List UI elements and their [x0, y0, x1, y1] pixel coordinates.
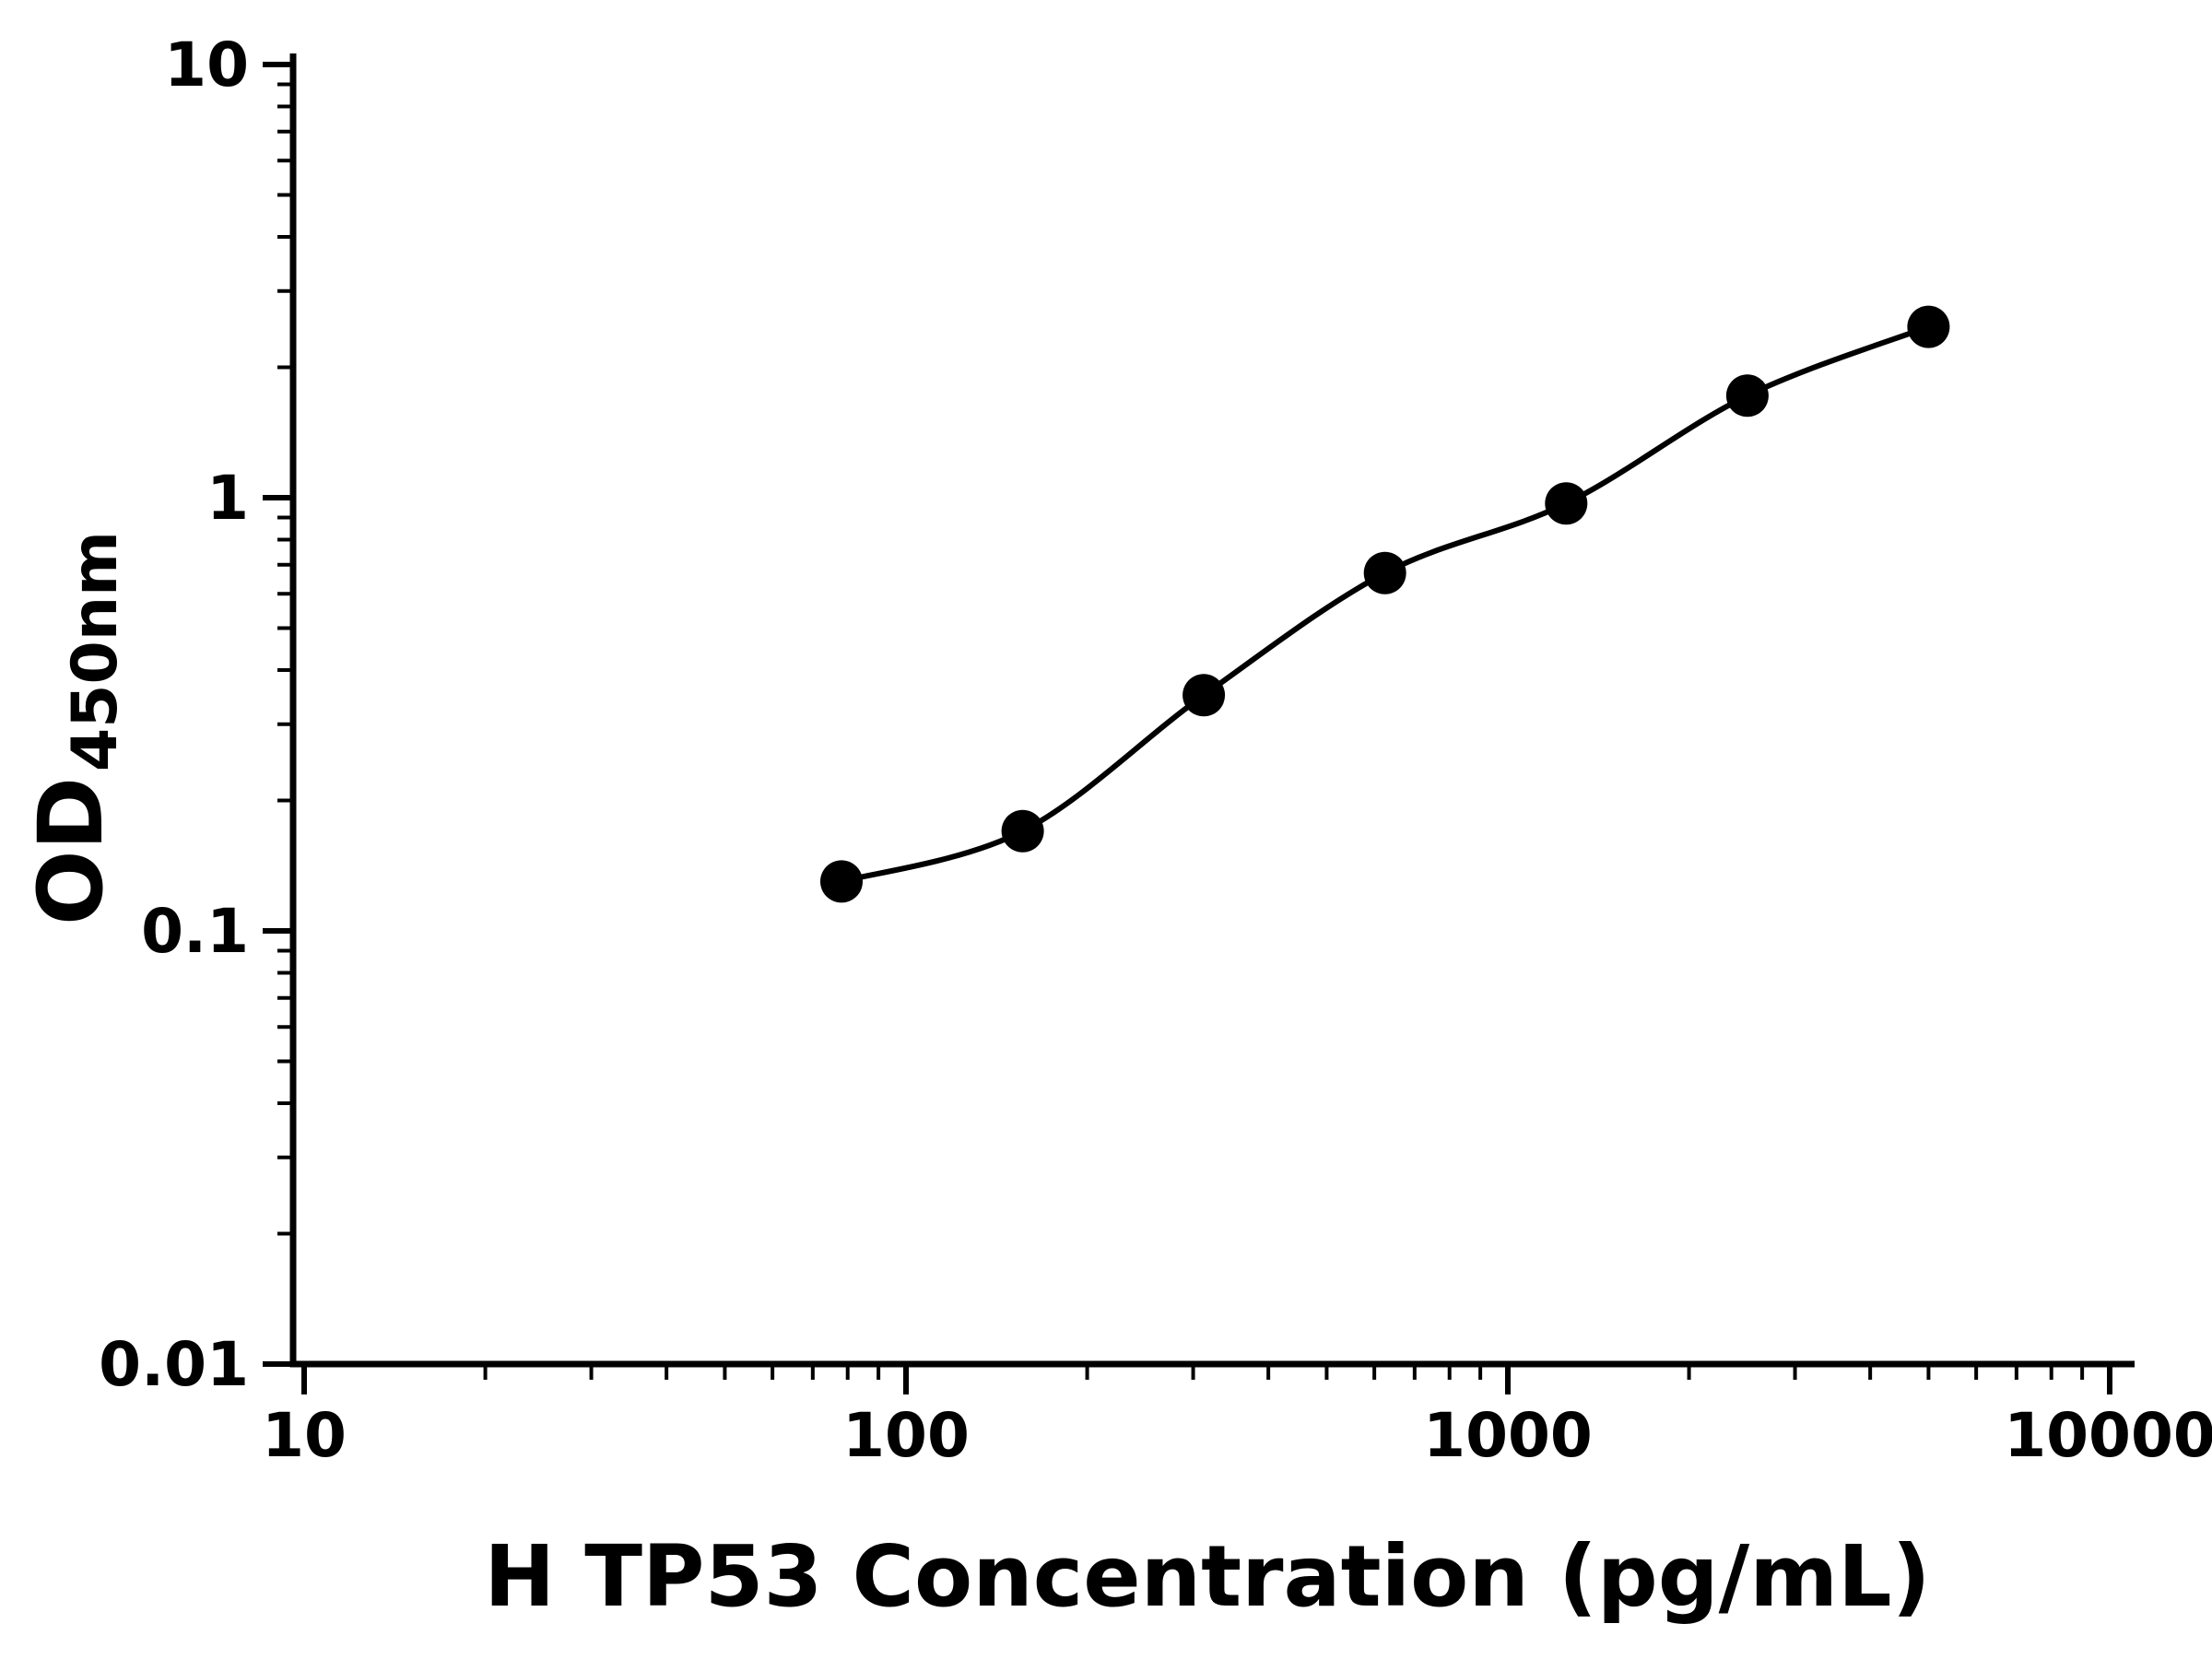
x-axis-title: H TP53 Concentration (pg/mL): [484, 1527, 1930, 1626]
data-point-marker: [1001, 809, 1044, 853]
data-point-marker: [1725, 374, 1769, 418]
y-tick-label: 1: [206, 463, 249, 534]
y-tick-label: 0.01: [99, 1329, 249, 1400]
data-point-marker: [1907, 305, 1950, 348]
y-axis-title: OD 450nm: [19, 531, 132, 925]
y-axis-title-sub: 450nm: [59, 531, 132, 771]
axis-major-ticks: [263, 62, 2112, 1394]
x-tick-label: 100: [842, 1400, 970, 1471]
fit-curve: [841, 324, 1930, 885]
x-tick-label: 10: [262, 1400, 347, 1471]
data-points: [820, 305, 1950, 903]
axis-minor-ticks: [277, 82, 2085, 1380]
y-tick-label: 0.1: [141, 896, 249, 967]
axis-tick-labels: 10 100 1000 10000 0.01 0.1 1 10: [99, 29, 2212, 1471]
data-point-marker: [1182, 674, 1226, 717]
y-axis-title-main: OD: [19, 777, 123, 925]
x-tick-label: 1000: [1423, 1400, 1593, 1471]
y-tick-label: 10: [164, 29, 249, 100]
data-point-marker: [1363, 551, 1406, 594]
data-point-marker: [1545, 482, 1588, 525]
x-tick-label: 10000: [2004, 1400, 2212, 1471]
data-point-marker: [820, 860, 863, 903]
